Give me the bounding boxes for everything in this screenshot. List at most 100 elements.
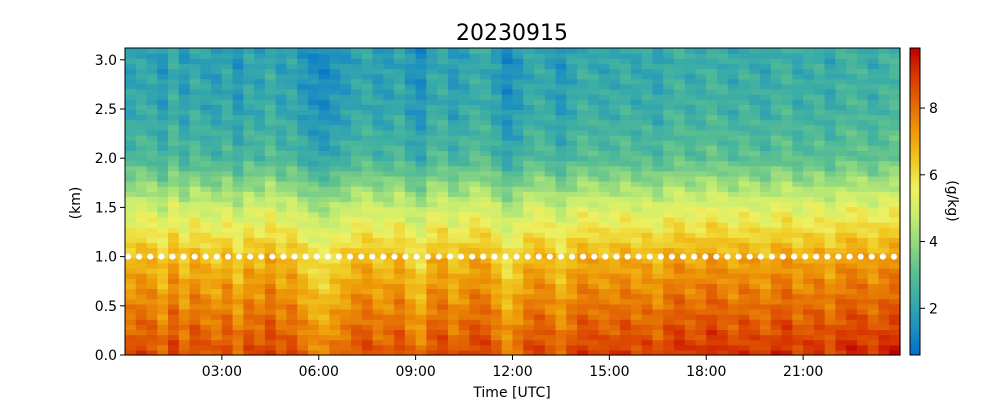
heatmap-cell [620,339,632,346]
heatmap-cell [878,150,890,157]
heatmap-cell [178,221,191,228]
heatmap-cell [523,247,535,254]
heatmap-cell [372,262,384,269]
heatmap-cell [168,242,180,249]
heatmap-cell [523,186,535,192]
heatmap-cell [125,104,137,110]
heatmap-cell [523,314,535,320]
heatmap-cell [189,257,201,264]
heatmap-cell [286,155,298,162]
heatmap-cell [447,114,460,121]
colorbar-segment [910,221,920,226]
heatmap-cell [889,221,901,228]
heatmap-cell [523,94,535,100]
heatmap-cell [630,63,643,70]
heatmap-cell [135,191,148,197]
heatmap-cell [760,206,772,213]
heatmap-cell [297,283,309,290]
heatmap-cell [727,104,740,110]
heatmap-cell [394,242,406,249]
heatmap-cell [684,334,697,341]
heatmap-cell [157,314,169,320]
heatmap-cell [663,53,675,59]
heatmap-cell [706,268,718,274]
heatmap-cell [361,63,374,70]
heatmap-cell [157,262,169,269]
heatmap-cell [781,155,793,162]
heatmap-cell [307,314,320,320]
heatmap-cell [254,99,266,105]
heatmap-cell [555,181,567,187]
heatmap-cell [695,252,707,259]
colorbar-segment [910,155,920,159]
heatmap-cell [480,104,492,110]
heatmap-cell [415,303,427,310]
heatmap-cell [846,349,858,356]
heatmap-cell [415,129,427,136]
heatmap-cell [297,140,309,146]
heatmap-cell [125,88,137,95]
heatmap-cell [587,216,600,223]
heatmap-cell [609,104,621,110]
heatmap-cell [738,94,750,100]
heatmap-cell [727,329,740,336]
heatmap-cell [770,262,783,269]
heatmap-cell [813,283,826,290]
heatmap-cell [889,298,901,305]
heatmap-cell [577,170,589,177]
heatmap-cell [630,155,643,162]
heatmap-cell [469,314,481,320]
heatmap-cell [286,278,298,284]
heatmap-cell [587,273,600,279]
heatmap-cell [867,329,880,336]
heatmap-cell [781,99,793,105]
heatmap-cell [135,129,148,136]
heatmap-cell [652,298,664,305]
heatmap-cell [856,237,869,244]
heatmap-cell [695,206,707,213]
heatmap-cell [792,155,804,162]
heatmap-cell [307,324,320,331]
heatmap-cell [673,78,686,85]
heatmap-cell [490,201,503,208]
heatmap-cell [813,63,826,70]
heatmap-cell [512,308,524,315]
heatmap-cell [749,114,761,121]
heatmap-cell [652,186,664,192]
heatmap-cell [717,48,729,54]
heatmap-cell [781,175,793,182]
heatmap-cell [437,181,449,187]
heatmap-cell [372,58,384,64]
heatmap-cell [856,48,869,54]
heatmap-cell [695,339,707,346]
heatmap-cell [318,48,331,54]
heatmap-cell [587,247,600,254]
heatmap-cell [178,88,191,95]
colorbar-segment [910,298,920,302]
heatmap-cell [587,63,600,70]
heatmap-cell [555,298,567,305]
heatmap-cell [684,293,697,300]
heatmap-cell [297,186,309,192]
x-tick-label: 18:00 [686,364,726,380]
heatmap-cell [630,211,643,218]
heatmap-cell [394,104,406,110]
heatmap-cell [867,232,880,238]
heatmap-cell [652,78,664,85]
heatmap-cell [555,237,567,244]
heatmap-cell [146,227,158,233]
heatmap-cell [329,293,341,300]
heatmap-cell [544,232,557,238]
heatmap-cell [781,150,793,157]
heatmap-cell [813,349,826,356]
heatmap-cell [458,58,471,64]
heatmap-cell [178,124,191,131]
heatmap-cell [447,68,460,75]
heatmap-cell [340,140,352,146]
heatmap-cell [727,186,740,192]
heatmap-cell [663,191,675,197]
colorbar-segment [910,347,920,351]
heatmap-cell [340,134,352,141]
heatmap-cell [297,237,309,244]
heatmap-cell [254,73,266,80]
